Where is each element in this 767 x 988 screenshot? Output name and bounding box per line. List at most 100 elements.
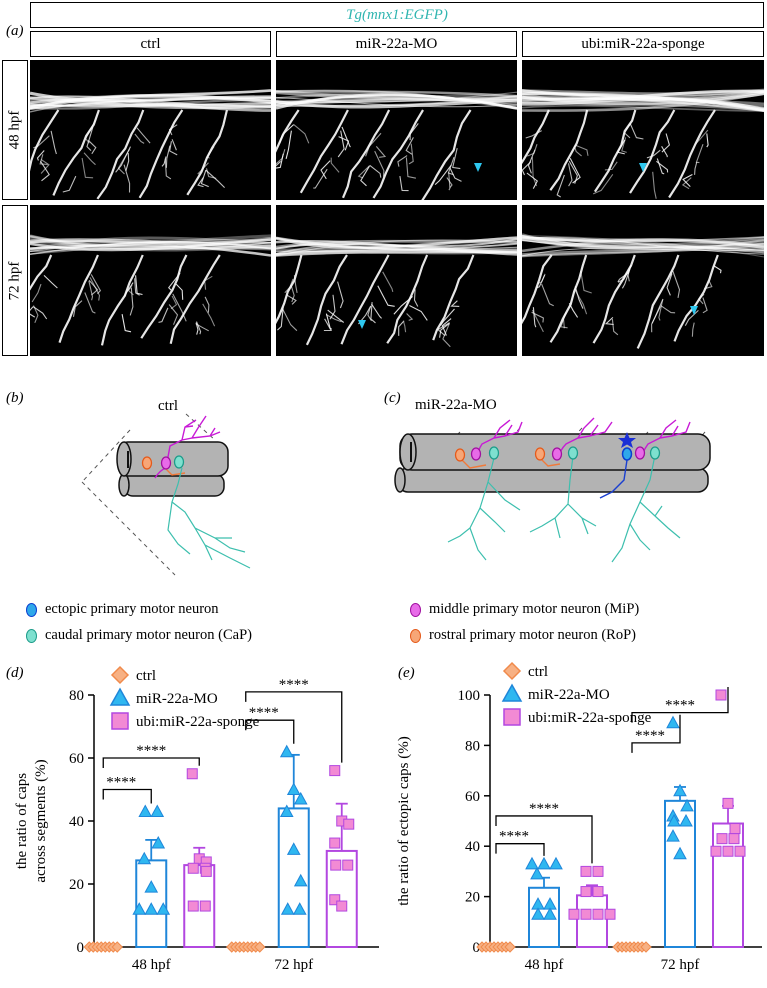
legend-ectopic: ectopic primary motor neuron [26, 601, 219, 618]
data-point [279, 804, 294, 818]
rop-dot-icon [410, 628, 421, 643]
data-point [715, 689, 727, 701]
significance-bracket [495, 815, 593, 864]
significance-label: **** [499, 829, 529, 845]
significance-label: **** [106, 775, 136, 791]
data-point [292, 902, 307, 915]
significance-bracket [102, 788, 152, 804]
y-axis-label: the ratio of caps [14, 773, 30, 869]
data-point [151, 836, 166, 849]
data-point [680, 798, 694, 812]
data-point [722, 845, 734, 857]
significance-label: **** [279, 677, 309, 693]
data-point [592, 865, 604, 877]
significance-label: **** [529, 801, 559, 817]
arrowhead-icon [358, 320, 366, 329]
data-point [580, 865, 592, 877]
data-point [722, 797, 734, 809]
legend-label: ctrl [136, 668, 156, 684]
data-point [568, 908, 580, 920]
data-point [187, 900, 199, 912]
column-header-mo: miR-22a-MO [276, 31, 517, 57]
data-point [549, 856, 563, 870]
data-point [604, 908, 616, 920]
data-point [531, 907, 545, 920]
micrograph-ctrl-48hpf [30, 60, 271, 200]
data-point [673, 783, 687, 797]
diamond-icon [502, 661, 522, 681]
y-tick-label: 60 [465, 789, 480, 805]
significance-bracket [102, 757, 200, 768]
data-point [666, 715, 680, 729]
y-tick-label: 20 [465, 890, 480, 906]
x-tick-label: 48 hpf [525, 957, 564, 973]
data-point [592, 908, 604, 920]
y-tick-label: 60 [69, 751, 84, 767]
significance-bracket [631, 714, 681, 753]
significance-label: **** [136, 743, 166, 759]
data-point [329, 894, 341, 906]
data-point [144, 880, 159, 893]
y-tick-label: 0 [77, 940, 85, 956]
legend-label: ctrl [528, 664, 548, 680]
legend-label: ubi:miR-22a-sponge [136, 714, 260, 730]
data-point [329, 765, 341, 777]
data-point [525, 856, 539, 870]
data-point [200, 865, 212, 877]
y-tick-label: 20 [69, 877, 84, 893]
triangle-icon [501, 683, 523, 702]
neuron-texture [522, 233, 764, 349]
data-point [286, 782, 301, 795]
panel-e-letter: (e) [398, 665, 415, 681]
data-point [156, 902, 171, 915]
data-point [330, 859, 342, 871]
neuron-texture [522, 88, 764, 199]
data-point [716, 833, 728, 845]
data-point [734, 845, 746, 857]
data-point [537, 856, 551, 870]
legend-label: miR-22a-MO [136, 691, 218, 707]
data-point [640, 941, 652, 953]
data-point [343, 818, 355, 830]
data-point [111, 941, 123, 953]
data-point [138, 804, 153, 818]
data-point [666, 829, 680, 842]
x-tick-label: 72 hpf [274, 957, 313, 973]
data-point [504, 941, 516, 953]
legend-mip: middle primary motor neuron (MiP) [410, 601, 639, 618]
legend-label: miR-22a-MO [528, 687, 610, 703]
chart-e: ctrl miR-22a-MO ubi:miR-22a-sponge the rati… [396, 661, 762, 973]
triangle-icon [109, 687, 131, 706]
row-label-72hpf: 72 hpf [2, 205, 28, 356]
data-point [293, 873, 308, 887]
y-axis-label-2: across segments (%) [33, 759, 49, 882]
title-suffix: ) [442, 6, 448, 23]
data-point [673, 846, 687, 860]
neuron-texture [30, 89, 271, 200]
significance-label: **** [665, 698, 695, 714]
data-point [144, 902, 159, 915]
row-label-48hpf: 48 hpf [2, 60, 28, 200]
significance-bracket [245, 719, 295, 744]
y-tick-label: 0 [473, 940, 481, 956]
data-point [187, 862, 199, 874]
data-point [667, 813, 681, 827]
y-tick-label: 40 [69, 814, 84, 830]
arrowhead-icon [690, 306, 698, 315]
bar [277, 807, 310, 948]
significance-bracket [245, 691, 343, 763]
data-point [580, 886, 592, 898]
significance-label: **** [249, 705, 279, 721]
y-tick-label: 40 [465, 839, 480, 855]
data-point [279, 744, 294, 758]
diamond-icon [110, 665, 130, 685]
y-tick-label: 80 [465, 738, 480, 754]
data-point [286, 842, 301, 855]
data-point [199, 900, 211, 912]
data-point [137, 851, 152, 865]
square-icon [111, 712, 129, 730]
micrograph-mo-48hpf [276, 60, 517, 200]
chart-d: ctrl miR-22a-MO ubi:miR-22a-sponge the rati… [14, 665, 379, 973]
cap-dot-icon [26, 628, 37, 643]
data-point [329, 837, 341, 849]
